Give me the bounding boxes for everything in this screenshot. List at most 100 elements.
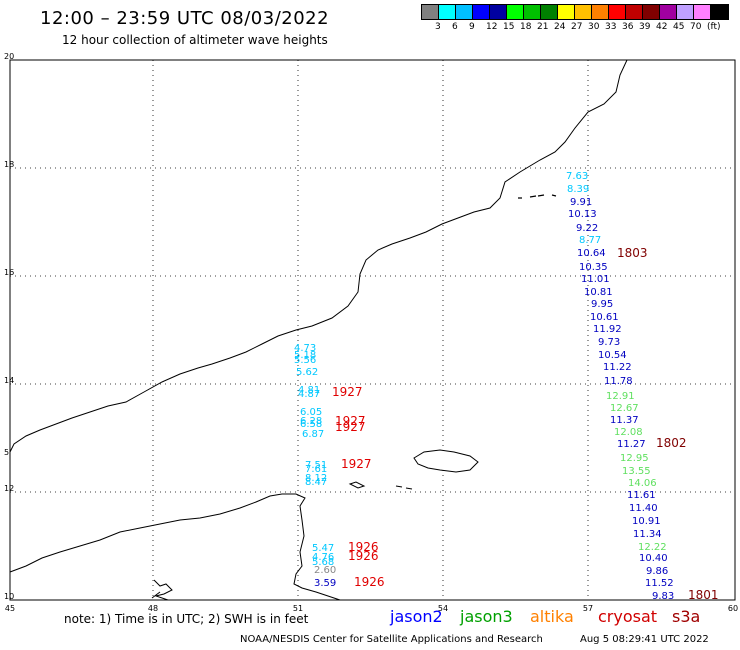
scale-swatch — [676, 4, 695, 20]
wave-height-value: 3.59 — [314, 578, 336, 589]
wave-height-value: 10.54 — [598, 350, 627, 361]
scale-swatch — [421, 4, 440, 20]
time-label: 1801 — [688, 588, 719, 602]
scale-label: 12 — [486, 22, 498, 32]
wave-height-value: 14.06 — [628, 478, 657, 489]
scale-label: 3 — [435, 22, 441, 32]
scale-label: 39 — [639, 22, 651, 32]
wave-height-value: 11.34 — [633, 529, 662, 540]
wave-height-value: 11.78 — [604, 376, 633, 387]
scale-swatch — [710, 4, 729, 20]
time-label: 1927 — [341, 457, 372, 471]
scale-label: 6 — [452, 22, 458, 32]
map-frame — [9, 59, 736, 601]
wave-height-value: 10.61 — [590, 312, 619, 323]
satellite-legend-altika: altika — [530, 607, 574, 626]
wave-height-value: 9.73 — [598, 337, 620, 348]
small-island-2 — [395, 485, 413, 490]
wave-height-value: 6.58 — [300, 419, 322, 430]
scale-label: 42 — [656, 22, 668, 32]
wave-height-value: 9.91 — [570, 197, 592, 208]
wave-height-value: 6.05 — [300, 407, 322, 418]
wave-height-value: 11.61 — [627, 490, 656, 501]
scale-swatch — [506, 4, 525, 20]
chart-subtitle: 12 hour collection of altimeter wave hei… — [62, 33, 328, 47]
wave-height-value: 9.95 — [591, 299, 613, 310]
scale-swatch — [608, 4, 627, 20]
wave-height-value: 11.01 — [581, 274, 610, 285]
wave-height-value: 12.22 — [638, 542, 667, 553]
satellite-legend-cryosat: cryosat — [598, 607, 658, 626]
satellite-legend-s3a: s3a — [672, 607, 701, 626]
wave-height-value: 11.40 — [629, 503, 658, 514]
scale-swatch — [557, 4, 576, 20]
wave-height-value: 7.61 — [305, 464, 327, 475]
scale-swatch — [642, 4, 661, 20]
wave-height-value: 12.08 — [614, 427, 643, 438]
x-tick-label: 48 — [148, 604, 158, 613]
wave-height-value: 5.68 — [312, 557, 334, 568]
scale-swatch — [574, 4, 593, 20]
wave-height-value: 11.52 — [645, 578, 674, 589]
satellite-legend-jason2: jason2 — [390, 607, 443, 626]
y-tick-label: 18 — [4, 160, 14, 169]
scale-swatch — [591, 4, 610, 20]
wave-height-value: 7.51 — [305, 460, 327, 471]
wave-height-value: 11.37 — [610, 415, 639, 426]
time-label: 1802 — [656, 436, 687, 450]
satellite-legend-jason3: jason3 — [460, 607, 513, 626]
wave-height-value: 11.22 — [603, 362, 632, 373]
wave-height-value: 8.39 — [567, 184, 589, 195]
scale-label: 36 — [622, 22, 634, 32]
small-island-1 — [348, 481, 366, 489]
wave-height-value: 5.62 — [296, 367, 318, 378]
scale-label: 70 — [690, 22, 702, 32]
wave-height-value: 6.87 — [302, 429, 324, 440]
wave-height-value: 2.60 — [314, 565, 336, 576]
wave-height-value: 5.47 — [312, 543, 334, 554]
chart-title: 12:00 – 23:59 UTC 08/03/2022 — [40, 8, 330, 29]
wave-height-value: 8.77 — [579, 235, 601, 246]
wave-height-value: 12.67 — [610, 403, 639, 414]
wave-height-value: 11.27 — [617, 439, 646, 450]
scale-swatch — [455, 4, 474, 20]
coastal-feature — [151, 579, 173, 601]
wave-height-value: 6.28 — [300, 416, 322, 427]
time-label: 1926 — [354, 575, 385, 589]
time-label: 1927 — [335, 414, 366, 428]
time-label: 1926 — [348, 540, 379, 554]
wave-height-value: 10.40 — [639, 553, 668, 564]
y-tick-label: 5 — [4, 448, 9, 457]
scale-label: 33 — [605, 22, 617, 32]
scale-label: 18 — [520, 22, 532, 32]
x-tick-label: 54 — [438, 604, 448, 613]
y-tick-label: 16 — [4, 268, 14, 277]
wave-height-value: 10.13 — [568, 209, 597, 220]
arabian-coastline — [9, 59, 628, 453]
y-tick-label: 14 — [4, 376, 14, 385]
wave-height-value: 8.47 — [305, 477, 327, 488]
wave-height-value: 10.81 — [584, 287, 613, 298]
wave-height-value: 4.76 — [312, 552, 334, 563]
scale-label: 21 — [537, 22, 549, 32]
wave-height-value: 9.83 — [652, 591, 674, 602]
x-tick-label: 51 — [293, 604, 303, 613]
kuria-muria-islands — [518, 194, 557, 199]
scale-label: 15 — [503, 22, 515, 32]
scale-label: 24 — [554, 22, 566, 32]
scale-swatch — [693, 4, 712, 20]
scale-label: 30 — [588, 22, 600, 32]
time-label: 1927 — [335, 420, 366, 434]
wave-height-value: 4.87 — [298, 389, 320, 400]
scale-swatch — [472, 4, 491, 20]
scale-swatch — [438, 4, 457, 20]
footer-org: NOAA/NESDIS Center for Satellite Applica… — [240, 634, 543, 645]
wave-height-value: 10.64 — [577, 248, 606, 259]
note-text: note: 1) Time is in UTC; 2) SWH is in fe… — [64, 612, 309, 626]
wave-height-value: 11.92 — [593, 324, 622, 335]
wave-height-value: 8.12 — [305, 473, 327, 484]
time-label: 1926 — [348, 549, 379, 563]
time-label: 1927 — [332, 385, 363, 399]
scale-swatch — [489, 4, 508, 20]
wave-height-value: 10.91 — [632, 516, 661, 527]
